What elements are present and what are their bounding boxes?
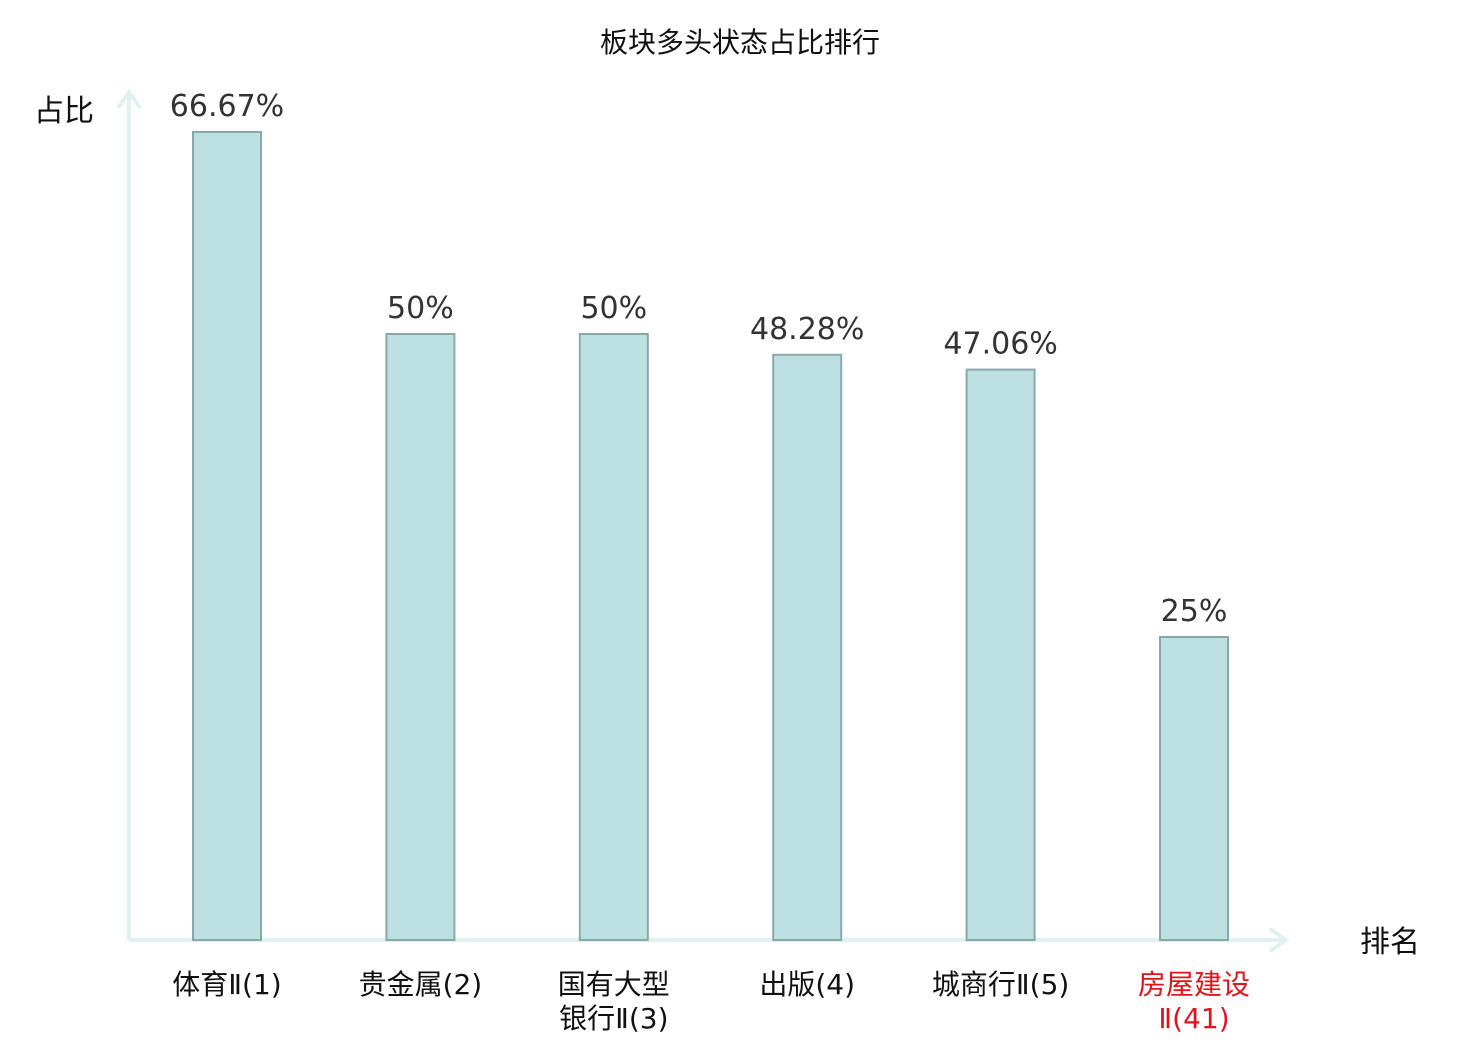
bar	[772, 353, 843, 941]
x-axis-label: 排名	[1360, 925, 1420, 960]
x-tick-label: Ⅱ(41)	[1158, 1002, 1229, 1035]
bar-value-label: 47.06%	[943, 327, 1057, 362]
x-tick-label: 城商行Ⅱ(5)	[932, 968, 1069, 1001]
x-tick-label: 体育Ⅱ(1)	[172, 968, 281, 1001]
bar	[965, 368, 1036, 942]
bars	[192, 131, 1229, 942]
bar-value-label: 66.67%	[170, 89, 284, 124]
chart-title: 板块多头状态占比排行	[600, 26, 880, 59]
x-axis	[129, 927, 1290, 953]
bar-value-label: 50%	[387, 291, 454, 326]
y-axis	[116, 88, 142, 940]
bar-value-label: 48.28%	[750, 312, 864, 347]
x-tick-label: 房屋建设	[1138, 968, 1250, 1001]
x-tick-label: 银行Ⅱ(3)	[559, 1002, 668, 1035]
bar	[385, 333, 456, 941]
bar-value-label: 25%	[1161, 594, 1228, 629]
bar	[1159, 636, 1229, 941]
value-labels: 66.67% 50% 50% 48.28% 47.06% 25%	[170, 89, 1228, 629]
x-tick-label: 出版(4)	[759, 968, 855, 1001]
bar-value-label: 50%	[580, 291, 647, 326]
y-axis-label: 占比	[34, 94, 94, 129]
bar	[192, 131, 262, 941]
x-tick-label: 贵金属(2)	[359, 968, 483, 1001]
bar	[578, 333, 649, 941]
x-tick-label: 国有大型	[558, 968, 670, 1001]
